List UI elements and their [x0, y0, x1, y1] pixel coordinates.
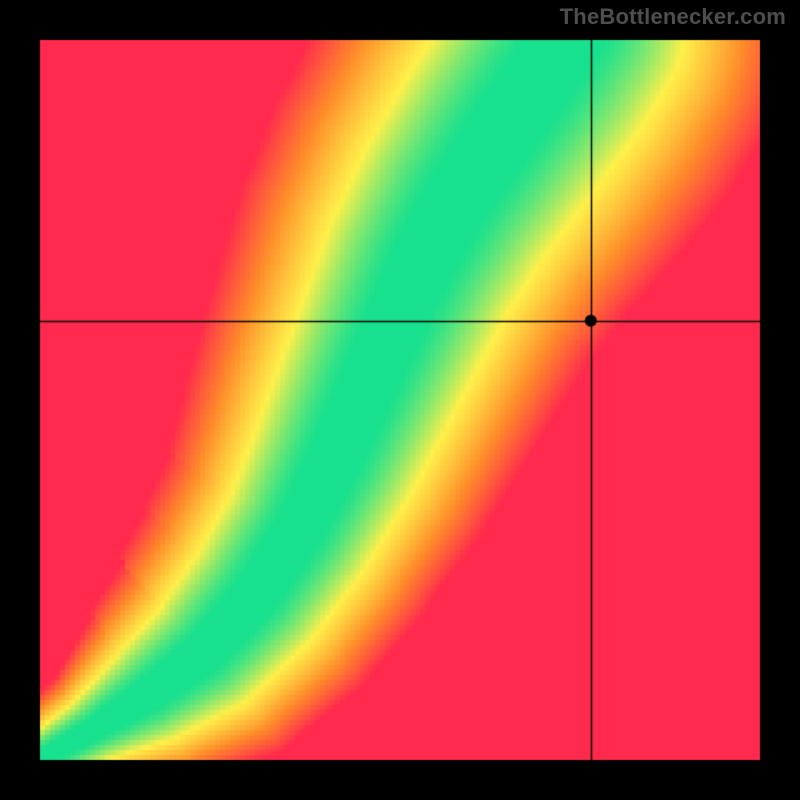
bottleneck-heatmap-canvas [0, 0, 800, 800]
watermark-label: TheBottlenecker.com [560, 4, 786, 30]
chart-stage: TheBottlenecker.com [0, 0, 800, 800]
